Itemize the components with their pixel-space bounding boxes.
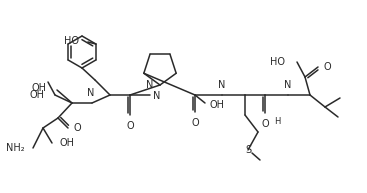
Text: O: O [191,118,199,128]
Text: O: O [261,119,269,129]
Text: HO: HO [270,57,285,67]
Text: N: N [218,80,226,90]
Text: O: O [74,123,81,133]
Text: NH₂: NH₂ [6,143,25,153]
Text: HO: HO [64,36,79,46]
Text: N: N [87,88,95,98]
Text: N: N [146,80,154,90]
Text: H: H [274,117,280,126]
Text: O: O [323,62,331,72]
Text: OH: OH [60,138,75,148]
Text: N: N [153,91,161,101]
Text: N: N [284,80,292,90]
Text: OH: OH [32,83,47,93]
Text: S: S [245,145,251,155]
Text: OH: OH [209,100,224,110]
Text: O: O [126,121,134,131]
Text: OH: OH [30,90,45,100]
